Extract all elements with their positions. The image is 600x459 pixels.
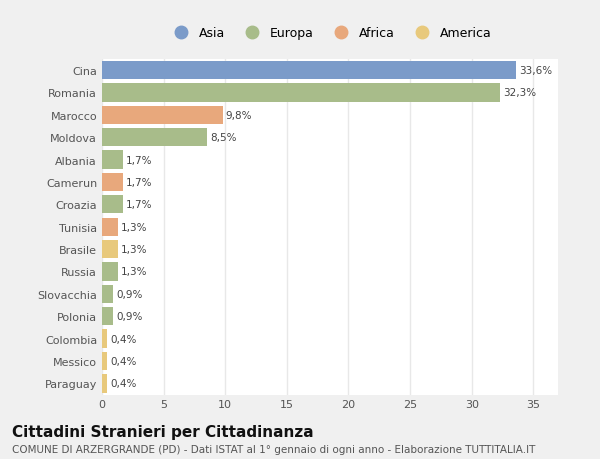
Text: 0,4%: 0,4% — [110, 379, 136, 389]
Bar — [102, 308, 113, 326]
Text: 1,7%: 1,7% — [126, 178, 152, 188]
Text: 1,3%: 1,3% — [121, 267, 148, 277]
Bar — [102, 151, 123, 169]
Text: 0,4%: 0,4% — [110, 356, 136, 366]
Bar — [102, 263, 118, 281]
Bar — [102, 129, 207, 147]
Text: COMUNE DI ARZERGRANDE (PD) - Dati ISTAT al 1° gennaio di ogni anno - Elaborazion: COMUNE DI ARZERGRANDE (PD) - Dati ISTAT … — [12, 444, 535, 454]
Bar — [102, 375, 107, 393]
Legend: Asia, Europa, Africa, America: Asia, Europa, Africa, America — [164, 22, 496, 45]
Bar — [102, 84, 500, 102]
Text: 1,3%: 1,3% — [121, 245, 148, 255]
Text: 0,9%: 0,9% — [116, 289, 143, 299]
Bar — [102, 285, 113, 303]
Bar — [102, 330, 107, 348]
Bar — [102, 196, 123, 214]
Text: 1,7%: 1,7% — [126, 200, 152, 210]
Bar — [102, 174, 123, 192]
Bar — [102, 241, 118, 259]
Text: 9,8%: 9,8% — [226, 111, 253, 121]
Text: Cittadini Stranieri per Cittadinanza: Cittadini Stranieri per Cittadinanza — [12, 424, 314, 439]
Text: 1,7%: 1,7% — [126, 155, 152, 165]
Text: 32,3%: 32,3% — [503, 88, 536, 98]
Bar — [102, 106, 223, 125]
Bar — [102, 62, 516, 80]
Text: 1,3%: 1,3% — [121, 222, 148, 232]
Bar — [102, 218, 118, 236]
Bar — [102, 352, 107, 370]
Text: 8,5%: 8,5% — [210, 133, 236, 143]
Text: 0,9%: 0,9% — [116, 312, 143, 322]
Text: 33,6%: 33,6% — [519, 66, 553, 76]
Text: 0,4%: 0,4% — [110, 334, 136, 344]
